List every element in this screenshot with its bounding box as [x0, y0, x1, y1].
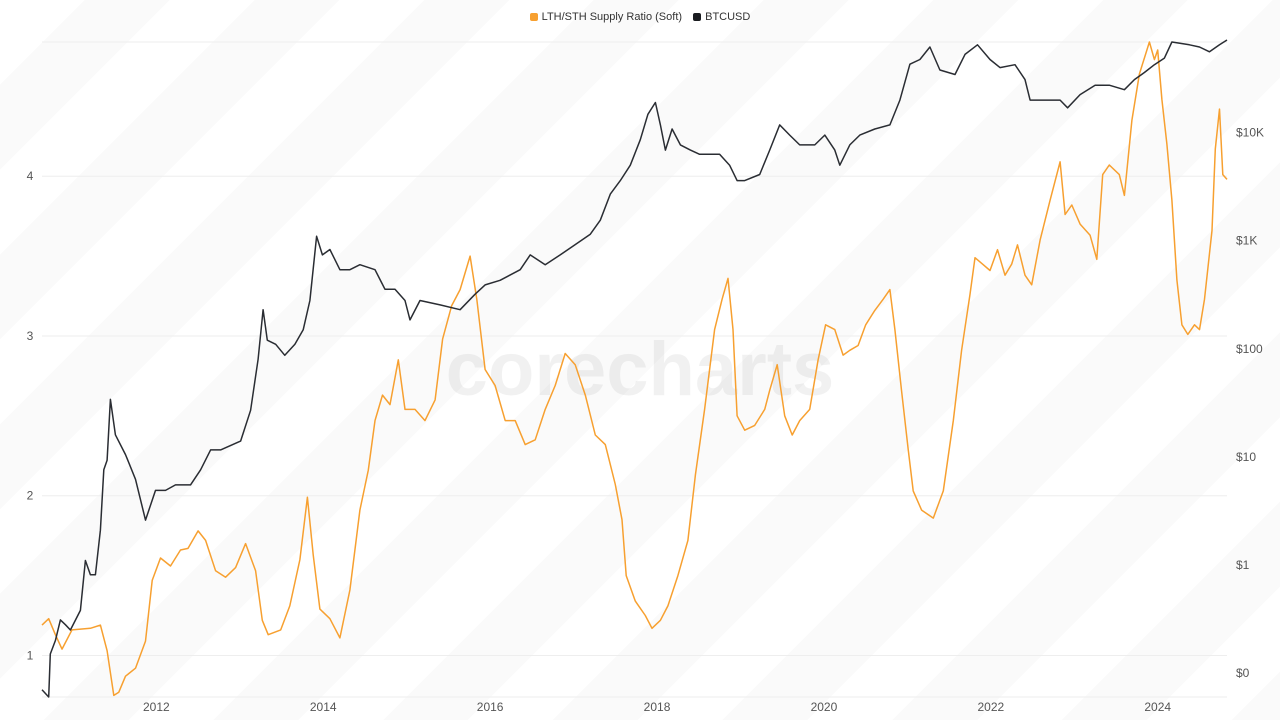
btcusd-series-line [41, 39, 1228, 698]
legend-label-btcusd: BTCUSD [705, 11, 751, 23]
x-axis-tick-label: 2020 [811, 700, 838, 714]
left-axis-tick-label: 4 [27, 169, 34, 183]
x-axis-tick-label: 2022 [977, 700, 1004, 714]
legend-swatch-btcusd [693, 13, 702, 21]
right-axis-tick-label: $1 [1236, 558, 1250, 572]
left-axis-tick-label: 3 [27, 329, 34, 343]
right-axis-tick-label: $100 [1236, 342, 1263, 356]
x-axis-tick-label: 2016 [477, 700, 504, 714]
right-axis-tick-label: $1K [1236, 234, 1257, 248]
legend-item-btcusd[interactable]: BTCUSD [693, 11, 750, 23]
watermark-logo: corecharts [446, 327, 835, 412]
right-axis-tick-label: $10 [1236, 450, 1256, 464]
x-axis-tick-label: 2012 [143, 700, 170, 714]
left-axis-tick-label: 1 [27, 648, 34, 662]
ratio-series-line [41, 41, 1228, 697]
right-axis-tick-label: $0 [1236, 666, 1250, 680]
legend-item-ratio[interactable]: LTH/STH Supply Ratio (Soft) [529, 11, 683, 23]
x-axis-tick-label: 2018 [644, 700, 671, 714]
x-axis-tick-label: 2014 [310, 700, 337, 714]
right-axis-tick-label: $10K [1236, 126, 1264, 140]
legend-label-ratio: LTH/STH Supply Ratio (Soft) [541, 11, 683, 23]
left-axis-tick-label: 2 [27, 489, 34, 503]
legend: LTH/STH Supply Ratio (Soft) BTCUSD [0, 11, 1280, 24]
x-axis-tick-label: 2024 [1144, 700, 1171, 714]
legend-swatch-ratio [529, 13, 538, 21]
